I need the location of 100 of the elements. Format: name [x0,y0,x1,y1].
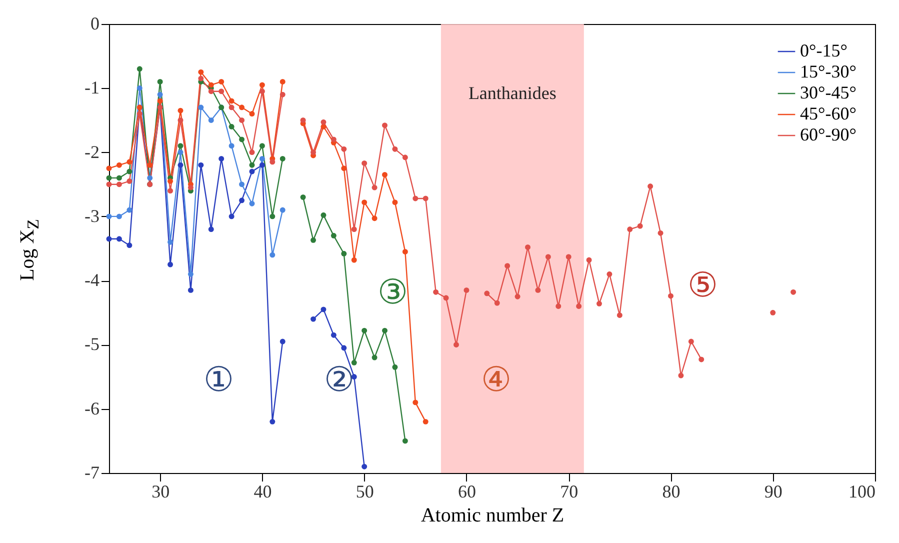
point [198,76,204,82]
point [270,159,276,165]
point [586,257,592,263]
y-tick-label: -1 [84,78,100,98]
point [208,88,214,94]
point [341,146,347,152]
point [464,287,470,293]
point [228,124,234,130]
point [627,226,633,232]
point [596,300,602,306]
point [259,143,265,149]
band-label: Lanthanides [468,83,556,103]
point [320,119,326,125]
x-tick-label: 90 [764,482,782,502]
point [648,184,654,190]
point [198,104,204,110]
point [259,156,265,162]
x-tick-label: 100 [848,482,876,502]
point [494,300,500,306]
point [168,188,174,194]
point [157,98,163,104]
point [208,117,214,123]
point [351,257,357,263]
annotation: ① [204,362,234,399]
point [249,200,255,206]
point [362,160,368,166]
y-tick-label: 0 [90,14,100,34]
point [116,236,122,242]
point [218,78,224,84]
x-tick-label: 30 [152,482,170,502]
point [412,400,418,406]
point [157,92,163,98]
point [310,237,316,243]
point [116,162,122,168]
point [270,418,276,424]
point [688,338,694,344]
point [228,98,234,104]
point [443,295,449,301]
x-tick-label: 60 [458,482,476,502]
point [136,111,142,117]
x-axis-title: Atomic number Z [420,504,564,526]
point [116,182,122,188]
point [280,207,286,213]
point [270,214,276,220]
legend-label: 15°-30° [800,62,856,82]
point [218,88,224,94]
point [228,143,234,149]
point [330,136,336,142]
point [116,214,122,220]
point [178,143,184,149]
point [168,239,174,245]
point [351,226,357,232]
point [330,232,336,238]
point [341,166,347,172]
point [341,250,347,256]
point [392,146,398,152]
point [136,85,142,91]
point [178,150,184,156]
point [126,207,132,213]
point [249,111,255,117]
point [178,108,184,114]
point [310,316,316,322]
point [402,154,408,160]
point [556,303,562,309]
point [249,150,255,156]
point [239,136,245,142]
point [126,168,132,174]
point [392,364,398,370]
point [484,290,490,296]
point [402,248,408,254]
point [249,168,255,174]
point [106,166,112,172]
point [126,242,132,248]
point [300,194,306,200]
y-tick-label: -4 [84,270,100,290]
point [259,88,265,94]
point [382,328,388,334]
point [668,293,674,299]
point [168,178,174,184]
point [698,356,704,362]
point [362,328,368,334]
point [382,172,388,178]
point [106,175,112,181]
legend-label: 30°-45° [800,82,856,102]
y-tick-label: -2 [84,142,100,162]
point [341,345,347,351]
y-tick-label: -5 [84,334,100,354]
point [372,354,378,360]
point [372,216,378,222]
legend-label: 0°-15° [800,40,848,60]
point [270,252,276,258]
point [106,236,112,242]
point [188,184,194,190]
point [678,372,684,378]
point [239,198,245,204]
point [514,294,520,300]
point [362,464,368,470]
x-tick-label: 40 [254,482,272,502]
point [320,212,326,218]
point [382,122,388,128]
